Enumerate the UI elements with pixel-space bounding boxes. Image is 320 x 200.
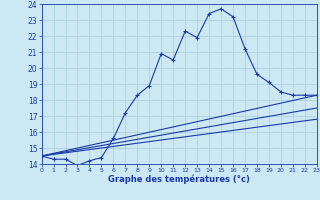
- X-axis label: Graphe des températures (°c): Graphe des températures (°c): [108, 175, 250, 184]
